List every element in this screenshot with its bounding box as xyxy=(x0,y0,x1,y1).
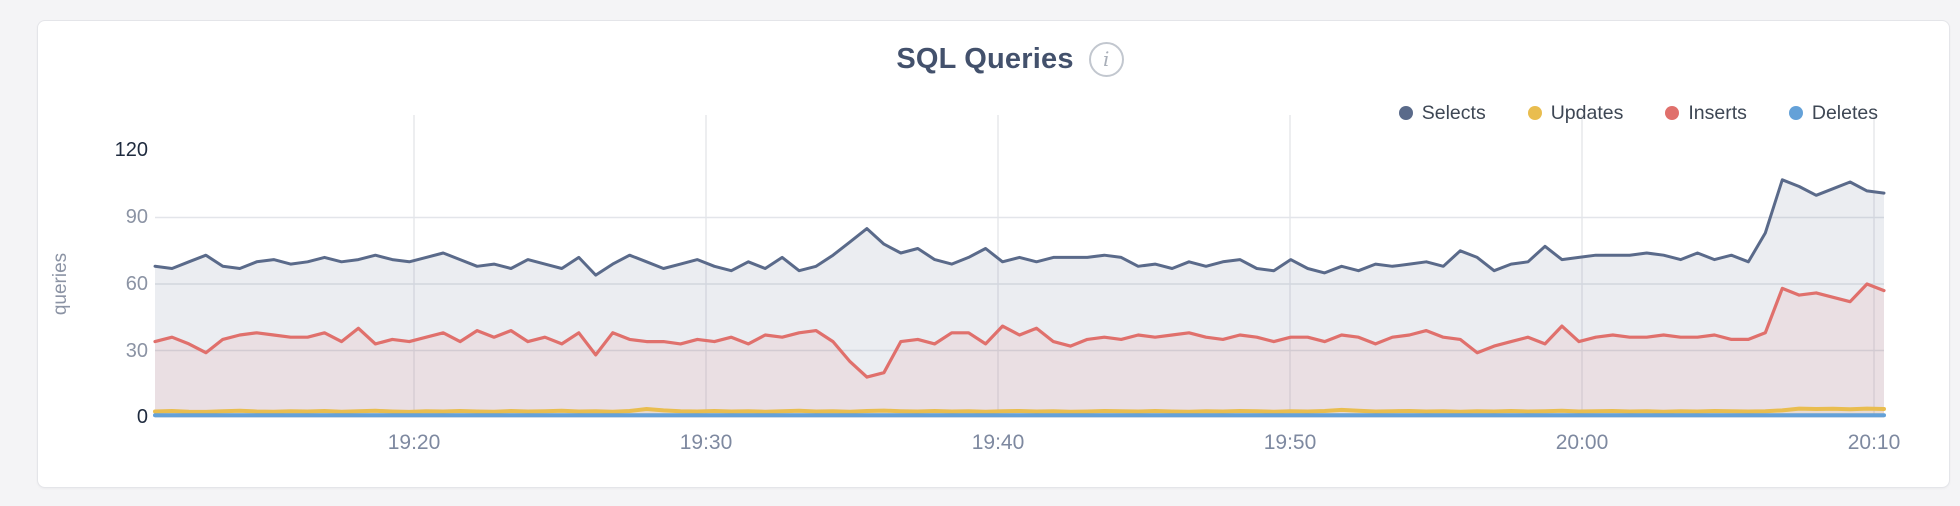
legend-item-selects[interactable]: Selects xyxy=(1398,101,1486,125)
x-tick-2000: 20:00 xyxy=(1555,431,1609,454)
info-icon-glyph: i xyxy=(1102,47,1110,71)
y-tick-0: 0 xyxy=(136,406,148,428)
legend-item-deletes[interactable]: Deletes xyxy=(1788,101,1878,125)
x-tick-2010: 20:10 xyxy=(1847,431,1901,454)
legend-dot-updates-icon xyxy=(1527,106,1542,120)
legend-label-deletes: Deletes xyxy=(1811,101,1878,124)
legend-label-updates: Updates xyxy=(1550,101,1624,124)
y-tick-60: 60 xyxy=(125,273,148,295)
legend-label-inserts: Inserts xyxy=(1688,101,1747,124)
x-tick-1920: 19:20 xyxy=(387,431,441,454)
legend-dot-inserts-icon xyxy=(1665,106,1680,120)
y-tick-90: 90 xyxy=(125,206,148,228)
legend-dot-deletes-icon xyxy=(1788,106,1803,120)
chart-legend: Selects Updates Inserts Deletes xyxy=(1398,100,1878,126)
legend-label-selects: Selects xyxy=(1421,101,1486,124)
chart-title: SQL Queries xyxy=(896,42,1074,75)
info-icon[interactable]: i xyxy=(1088,41,1124,77)
x-tick-1930: 19:30 xyxy=(679,431,733,454)
y-tick-120: 120 xyxy=(114,139,148,161)
legend-item-updates[interactable]: Updates xyxy=(1527,101,1624,125)
chart-header: SQL Queries i xyxy=(30,40,1960,78)
legend-item-inserts[interactable]: Inserts xyxy=(1665,102,1747,125)
legend-dot-selects-icon xyxy=(1398,106,1413,120)
y-tick-30: 30 xyxy=(125,340,148,362)
x-tick-1950: 19:50 xyxy=(1263,431,1317,454)
x-tick-1940: 19:40 xyxy=(971,431,1025,454)
